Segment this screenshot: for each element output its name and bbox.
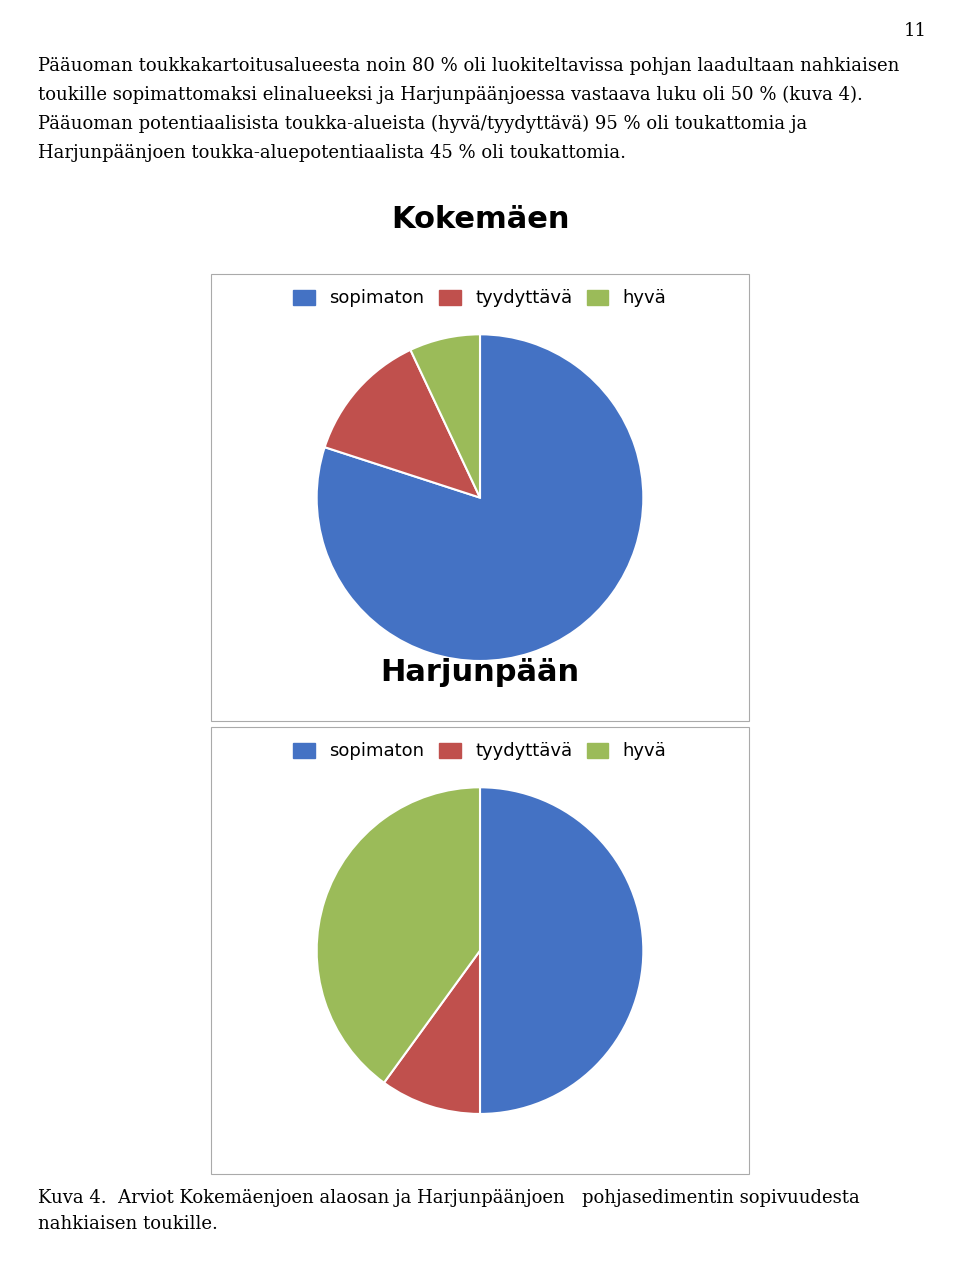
Text: nahkiaisen toukille.: nahkiaisen toukille.	[38, 1215, 218, 1233]
Wedge shape	[317, 787, 480, 1083]
Text: 11: 11	[903, 22, 926, 40]
Title: Harjunpään: Harjunpään	[380, 658, 580, 686]
Title: Kokemäen: Kokemäen	[391, 205, 569, 234]
Legend: sopimaton, tyydyttävä, hyvä: sopimaton, tyydyttävä, hyvä	[286, 282, 674, 315]
Wedge shape	[480, 787, 643, 1114]
Legend: sopimaton, tyydyttävä, hyvä: sopimaton, tyydyttävä, hyvä	[286, 735, 674, 768]
Wedge shape	[317, 334, 643, 661]
Wedge shape	[324, 350, 480, 498]
Text: Pääuoman toukkakartoitusalueesta noin 80 % oli luokiteltavissa pohjan laadultaan: Pääuoman toukkakartoitusalueesta noin 80…	[38, 57, 900, 162]
Wedge shape	[411, 334, 480, 498]
Text: Kuva 4.  Arviot Kokemäenjoen alaosan ja Harjunpäänjoen   pohjasedimentin sopivuu: Kuva 4. Arviot Kokemäenjoen alaosan ja H…	[38, 1189, 860, 1207]
Wedge shape	[384, 951, 480, 1114]
